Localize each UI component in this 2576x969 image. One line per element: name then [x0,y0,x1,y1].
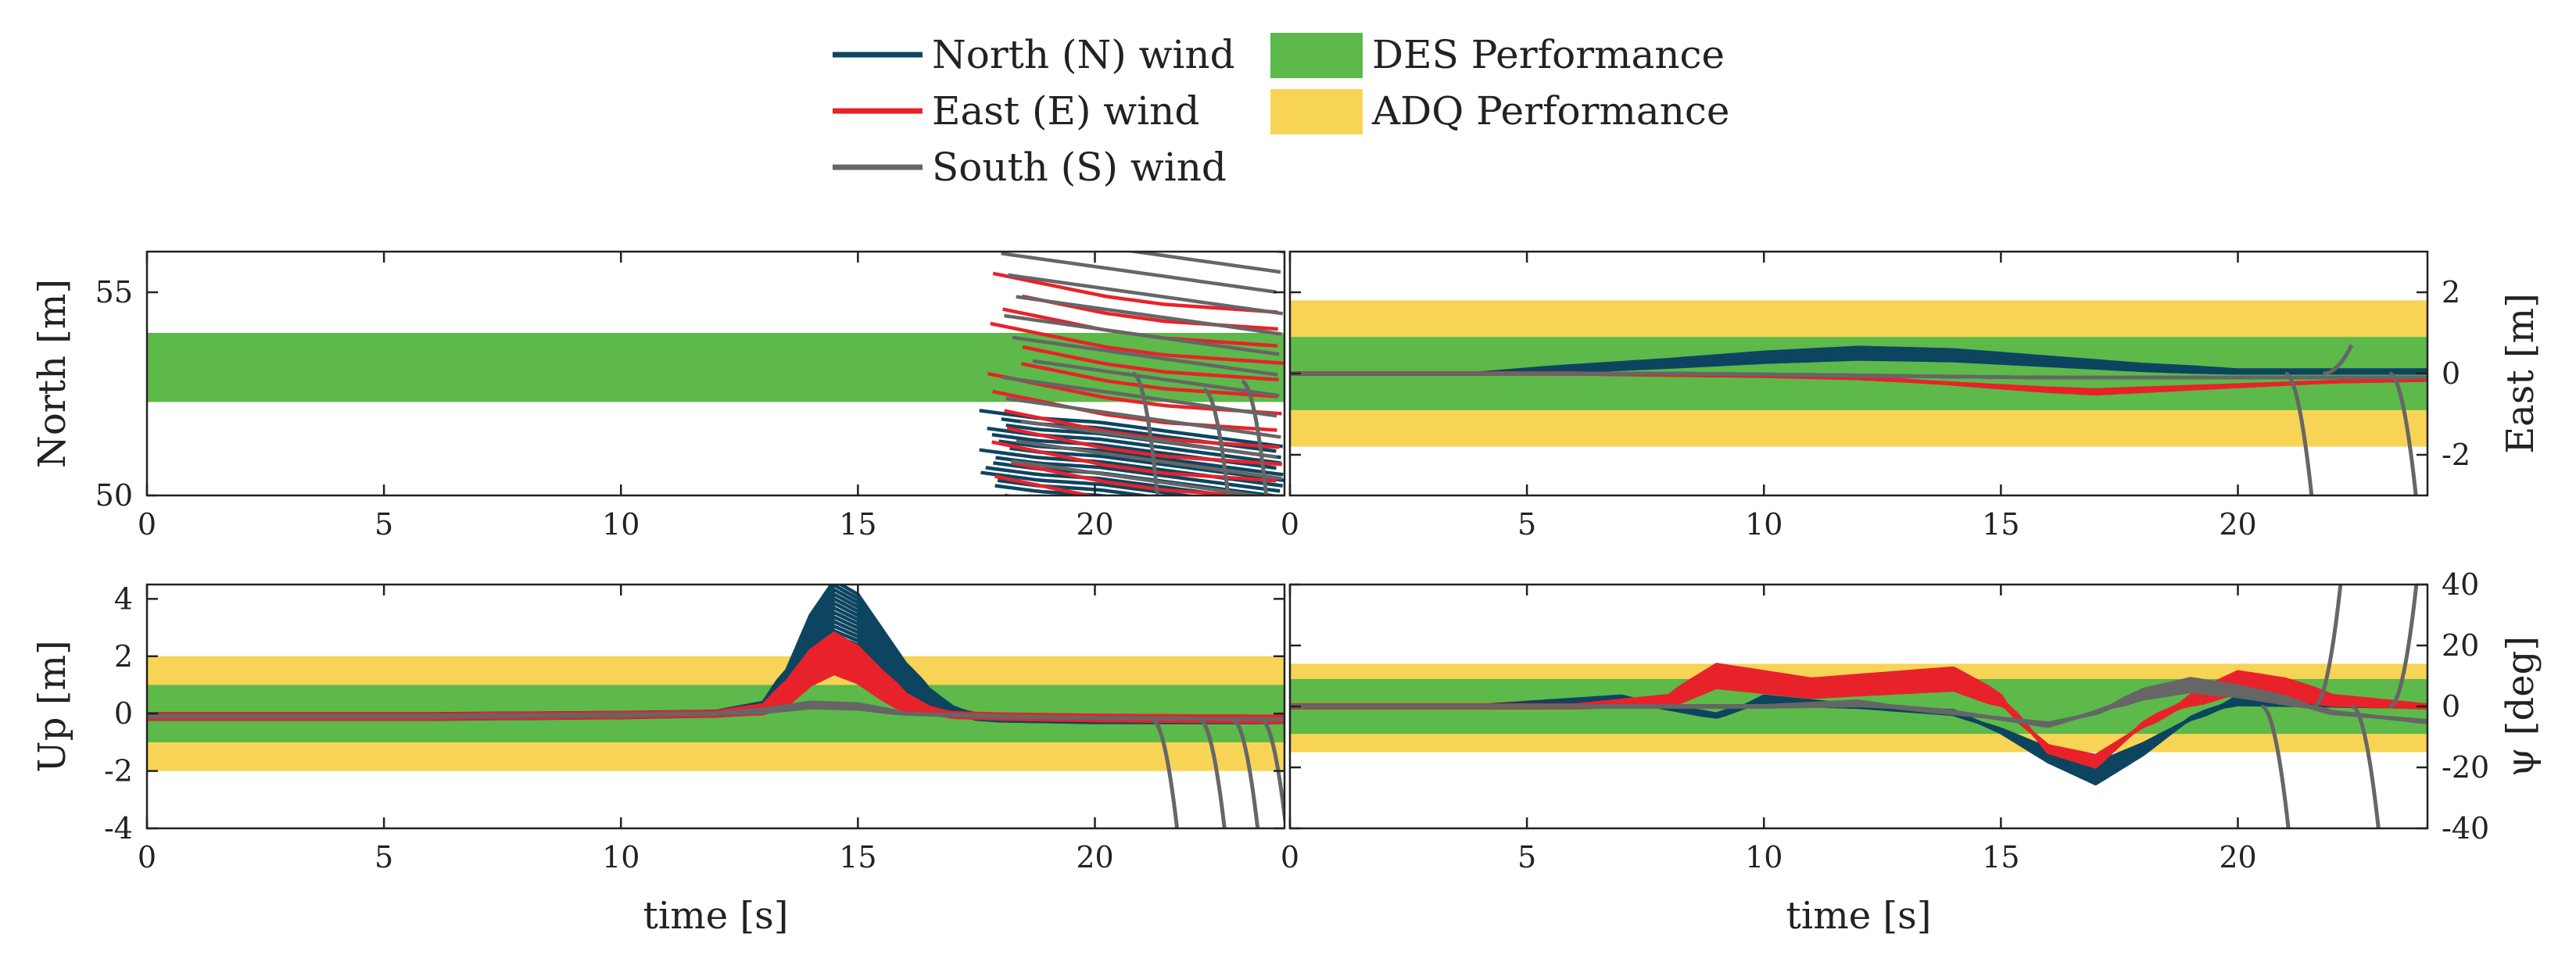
ytick-label-psi-0: -40 [2442,811,2489,846]
ytick-label-east-1: 0 [2442,356,2460,391]
xtick-label-psi-1: 5 [1517,840,1536,874]
ylabel-up: Up [m] [30,640,74,772]
ytick-label-east-2: 2 [2442,275,2460,309]
panel-east: 0 5 10 15 20 -2 0 2 East [m] [1281,252,2542,542]
xtick-label-psi-3: 15 [1982,840,2019,874]
ytick-label-psi-3: 20 [2442,628,2479,663]
legend-label-east: East (E) wind [932,88,1199,134]
xtick-label-north-2: 10 [602,507,640,542]
ytick-label-psi-1: -20 [2442,750,2489,785]
xtick-label-up-2: 10 [602,840,640,874]
panel-psi: 0 5 10 15 20 -40 -20 0 20 40 ψ [deg] time [s] [1281,567,2542,938]
xtick-label-up-4: 20 [1076,840,1113,874]
ytick-label-north-0: 50 [95,478,133,513]
ytick-label-psi-4: 40 [2442,567,2479,602]
ytick-label-east-0: -2 [2442,438,2470,472]
legend-label-adq: ADQ Performance [1371,88,1730,134]
xtick-label-east-0: 0 [1281,507,1299,542]
ytick-label-north-1: 55 [95,275,133,309]
ylabel-psi: ψ [deg] [2499,636,2542,777]
xtick-label-north-0: 0 [138,507,156,542]
ytick-label-up-0: -4 [104,811,133,846]
trace-north-2-9 [1008,275,1283,313]
plot-area-up [147,581,1289,857]
xtick-label-east-1: 5 [1517,507,1536,542]
legend-swatch-des [1270,33,1363,78]
trace-north-2-11 [1025,236,1281,272]
trace-north-1-0 [1005,495,1280,532]
xtick-label-up-1: 5 [374,840,393,874]
ylabel-north: North [m] [30,279,74,468]
ytick-label-psi-2: 0 [2442,689,2460,724]
legend-label-south: South (S) wind [932,145,1227,190]
ytick-label-up-2: 0 [114,696,133,731]
panel-up: 0 5 10 15 20 -4 -2 0 2 4 Up [m] time [s] [30,581,1289,938]
xtick-label-psi-2: 10 [1745,840,1782,874]
xtick-label-up-3: 15 [839,840,876,874]
plot-area-east [1290,300,2427,516]
trace-north-2-10 [1001,253,1277,292]
panel-north: 0 5 10 15 20 50 55 North [m] [30,192,1284,542]
ytick-label-up-1: -2 [104,754,133,788]
xlabel-psi: time [s] [1786,894,1932,938]
xtick-label-east-3: 15 [1982,507,2019,542]
legend-label-des: DES Performance [1372,32,1725,77]
xtick-label-up-0: 0 [138,840,156,874]
xlabel-up: time [s] [643,894,789,938]
xtick-label-psi-4: 20 [2219,840,2256,874]
ytick-label-up-4: 4 [114,581,133,616]
xtick-label-psi-0: 0 [1281,840,1299,874]
legend-swatch-adq [1270,89,1363,134]
legend-label-north: North (N) wind [932,32,1235,77]
legend: North (N) wind East (E) wind South (S) w… [833,32,1730,190]
ylabel-east: East [m] [2499,293,2542,454]
trace-north-2-13 [1009,192,1284,231]
xtick-label-north-1: 5 [374,507,393,542]
trace-north-2-12 [1009,213,1284,252]
xtick-label-north-4: 20 [1076,507,1113,542]
xtick-label-north-3: 15 [839,507,876,542]
ytick-label-up-3: 2 [114,639,133,674]
xtick-label-east-4: 20 [2219,507,2256,542]
plot-area-north [147,192,1284,536]
xtick-label-east-2: 10 [1745,507,1782,542]
plot-area-psi [1290,570,2427,844]
figure: North (N) wind East (E) wind South (S) w… [0,0,2576,969]
